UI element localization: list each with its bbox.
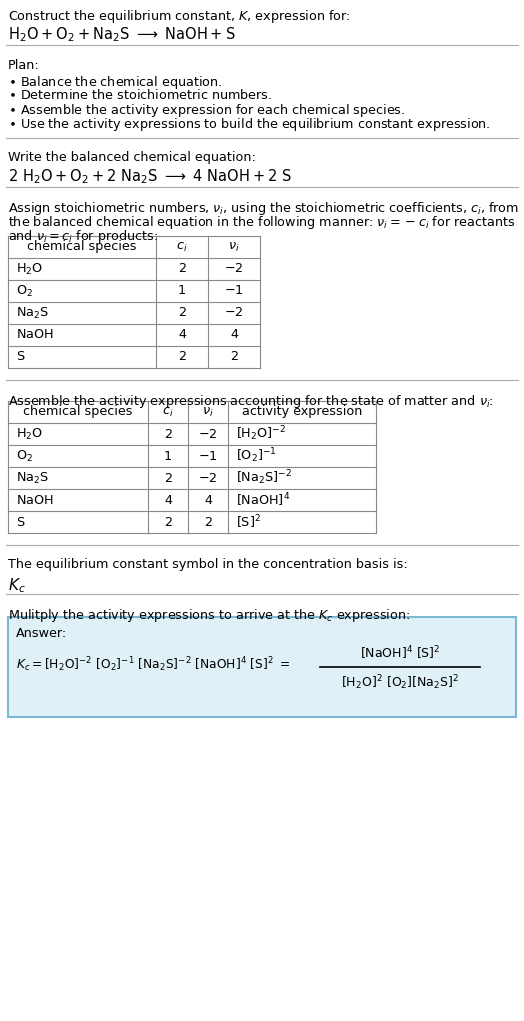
Text: $\text{S}$: $\text{S}$: [16, 350, 26, 363]
Text: $-1$: $-1$: [198, 449, 218, 463]
Text: 4: 4: [204, 493, 212, 506]
Text: $\nu_i$: $\nu_i$: [202, 405, 214, 419]
Text: $[\text{O}_2]^{-1}$: $[\text{O}_2]^{-1}$: [236, 446, 277, 466]
Text: $\text{Na}_2\text{S}$: $\text{Na}_2\text{S}$: [16, 471, 49, 486]
Text: $-2$: $-2$: [224, 306, 244, 320]
Text: activity expression: activity expression: [242, 405, 362, 419]
Text: $[\text{NaOH}]^4\ [\text{S}]^2$: $[\text{NaOH}]^4\ [\text{S}]^2$: [360, 644, 440, 662]
Text: $\text{H}_2\text{O}$: $\text{H}_2\text{O}$: [16, 261, 43, 277]
Text: Plan:: Plan:: [8, 59, 40, 72]
Text: $\text{Na}_2\text{S}$: $\text{Na}_2\text{S}$: [16, 305, 49, 321]
Text: 2: 2: [178, 306, 186, 320]
Text: $\bullet$ Use the activity expressions to build the equilibrium constant express: $\bullet$ Use the activity expressions t…: [8, 116, 490, 133]
Text: chemical species: chemical species: [23, 405, 133, 419]
Text: $2\ \text{H}_2\text{O} + \text{O}_2 + 2\ \text{Na}_2\text{S}\ \longrightarrow\ 4: $2\ \text{H}_2\text{O} + \text{O}_2 + 2\…: [8, 167, 292, 186]
Text: $[\text{H}_2\text{O}]^2\ [\text{O}_2][\text{Na}_2\text{S}]^2$: $[\text{H}_2\text{O}]^2\ [\text{O}_2][\t…: [341, 674, 459, 692]
Text: $\bullet$ Assemble the activity expression for each chemical species.: $\bullet$ Assemble the activity expressi…: [8, 102, 405, 119]
Text: 2: 2: [204, 516, 212, 529]
Text: $-2$: $-2$: [198, 472, 217, 485]
Text: $\nu_i$: $\nu_i$: [228, 241, 240, 253]
Text: $K_c$: $K_c$: [8, 576, 26, 594]
Text: $\bullet$ Balance the chemical equation.: $\bullet$ Balance the chemical equation.: [8, 74, 222, 91]
Text: $[\text{NaOH}]^{4}$: $[\text{NaOH}]^{4}$: [236, 491, 290, 508]
Text: chemical species: chemical species: [27, 241, 137, 253]
Text: $\text{O}_2$: $\text{O}_2$: [16, 448, 33, 464]
Text: and $\nu_i = c_i$ for products:: and $\nu_i = c_i$ for products:: [8, 228, 158, 245]
Text: 2: 2: [230, 350, 238, 363]
Text: 2: 2: [164, 472, 172, 485]
Text: 1: 1: [178, 285, 186, 297]
Text: the balanced chemical equation in the following manner: $\nu_i = -c_i$ for react: the balanced chemical equation in the fo…: [8, 214, 516, 231]
Text: Write the balanced chemical equation:: Write the balanced chemical equation:: [8, 151, 256, 164]
Text: $-2$: $-2$: [224, 262, 244, 276]
Text: $\text{O}_2$: $\text{O}_2$: [16, 284, 33, 298]
Text: $\bullet$ Determine the stoichiometric numbers.: $\bullet$ Determine the stoichiometric n…: [8, 88, 272, 102]
Text: 2: 2: [178, 350, 186, 363]
Text: $K_c = [\text{H}_2\text{O}]^{-2}\ [\text{O}_2]^{-1}\ [\text{Na}_2\text{S}]^{-2}\: $K_c = [\text{H}_2\text{O}]^{-2}\ [\text…: [16, 655, 290, 674]
Text: 4: 4: [164, 493, 172, 506]
Text: $-1$: $-1$: [224, 285, 244, 297]
Text: $\text{S}$: $\text{S}$: [16, 516, 26, 529]
Text: Mulitply the activity expressions to arrive at the $K_c$ expression:: Mulitply the activity expressions to arr…: [8, 607, 410, 624]
Text: The equilibrium constant symbol in the concentration basis is:: The equilibrium constant symbol in the c…: [8, 558, 408, 571]
Text: $[\text{H}_2\text{O}]^{-2}$: $[\text{H}_2\text{O}]^{-2}$: [236, 425, 286, 443]
Text: $[\text{Na}_2\text{S}]^{-2}$: $[\text{Na}_2\text{S}]^{-2}$: [236, 469, 292, 487]
Text: 2: 2: [178, 262, 186, 276]
Text: 2: 2: [164, 516, 172, 529]
Text: 4: 4: [178, 329, 186, 341]
Text: $\text{NaOH}$: $\text{NaOH}$: [16, 329, 54, 341]
Text: $\text{NaOH}$: $\text{NaOH}$: [16, 493, 54, 506]
Text: Assign stoichiometric numbers, $\nu_i$, using the stoichiometric coefficients, $: Assign stoichiometric numbers, $\nu_i$, …: [8, 200, 519, 217]
Text: Construct the equilibrium constant, $K$, expression for:: Construct the equilibrium constant, $K$,…: [8, 8, 351, 25]
Text: $c_i$: $c_i$: [162, 405, 174, 419]
Text: 1: 1: [164, 449, 172, 463]
Text: $c_i$: $c_i$: [176, 241, 188, 253]
Text: $\text{H}_2\text{O}$: $\text{H}_2\text{O}$: [16, 427, 43, 441]
FancyBboxPatch shape: [8, 617, 516, 717]
Text: Answer:: Answer:: [16, 627, 67, 640]
Text: $-2$: $-2$: [198, 428, 217, 440]
Text: $[\text{S}]^{2}$: $[\text{S}]^{2}$: [236, 514, 261, 531]
Text: Assemble the activity expressions accounting for the state of matter and $\nu_i$: Assemble the activity expressions accoun…: [8, 393, 494, 410]
Text: 2: 2: [164, 428, 172, 440]
Text: $\text{H}_2\text{O} + \text{O}_2 + \text{Na}_2\text{S}\ \longrightarrow\ \text{N: $\text{H}_2\text{O} + \text{O}_2 + \text…: [8, 25, 235, 44]
Text: 4: 4: [230, 329, 238, 341]
